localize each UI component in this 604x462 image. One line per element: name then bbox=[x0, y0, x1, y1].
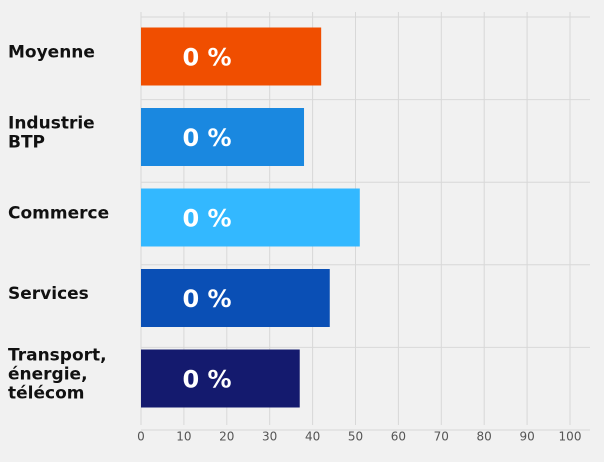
value-label: 0 % bbox=[182, 124, 231, 152]
bar bbox=[141, 349, 300, 408]
x-tick-label: 60 bbox=[391, 430, 406, 444]
category-label: Transport, énergie, télécom bbox=[8, 346, 107, 404]
x-tick-label: 80 bbox=[477, 430, 492, 444]
x-tick-label: 0 bbox=[137, 430, 145, 444]
category-label: Commerce bbox=[8, 204, 109, 224]
x-tick-label: 50 bbox=[348, 430, 363, 444]
x-tick-label: 40 bbox=[305, 430, 320, 444]
category-label: Moyenne bbox=[8, 43, 95, 63]
bar bbox=[141, 269, 330, 327]
value-label: 0 % bbox=[182, 205, 231, 233]
category-label: Services bbox=[8, 284, 89, 304]
value-label: 0 % bbox=[182, 44, 231, 72]
x-tick-label: 90 bbox=[519, 430, 534, 444]
value-label: 0 % bbox=[182, 366, 231, 394]
x-tick-label: 10 bbox=[176, 430, 191, 444]
x-tick-label: 100 bbox=[559, 430, 582, 444]
category-label: Industrie BTP bbox=[8, 114, 95, 153]
value-label: 0 % bbox=[182, 285, 231, 313]
x-tick-label: 30 bbox=[262, 430, 277, 444]
x-tick-label: 70 bbox=[434, 430, 449, 444]
bar bbox=[141, 188, 360, 247]
x-tick-label: 20 bbox=[219, 430, 234, 444]
bar bbox=[141, 27, 322, 86]
bar bbox=[141, 108, 305, 166]
